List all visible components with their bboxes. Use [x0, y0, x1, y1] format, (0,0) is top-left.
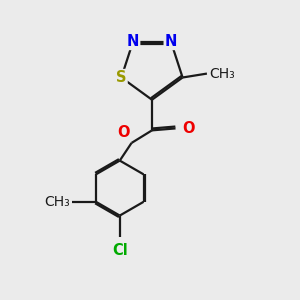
Text: O: O	[117, 125, 130, 140]
Text: N: N	[127, 34, 139, 49]
Text: O: O	[183, 121, 195, 136]
Text: N: N	[165, 34, 177, 49]
Text: Cl: Cl	[112, 243, 128, 258]
Text: CH₃: CH₃	[44, 195, 70, 209]
Text: CH₃: CH₃	[209, 67, 235, 81]
Text: S: S	[116, 70, 127, 85]
